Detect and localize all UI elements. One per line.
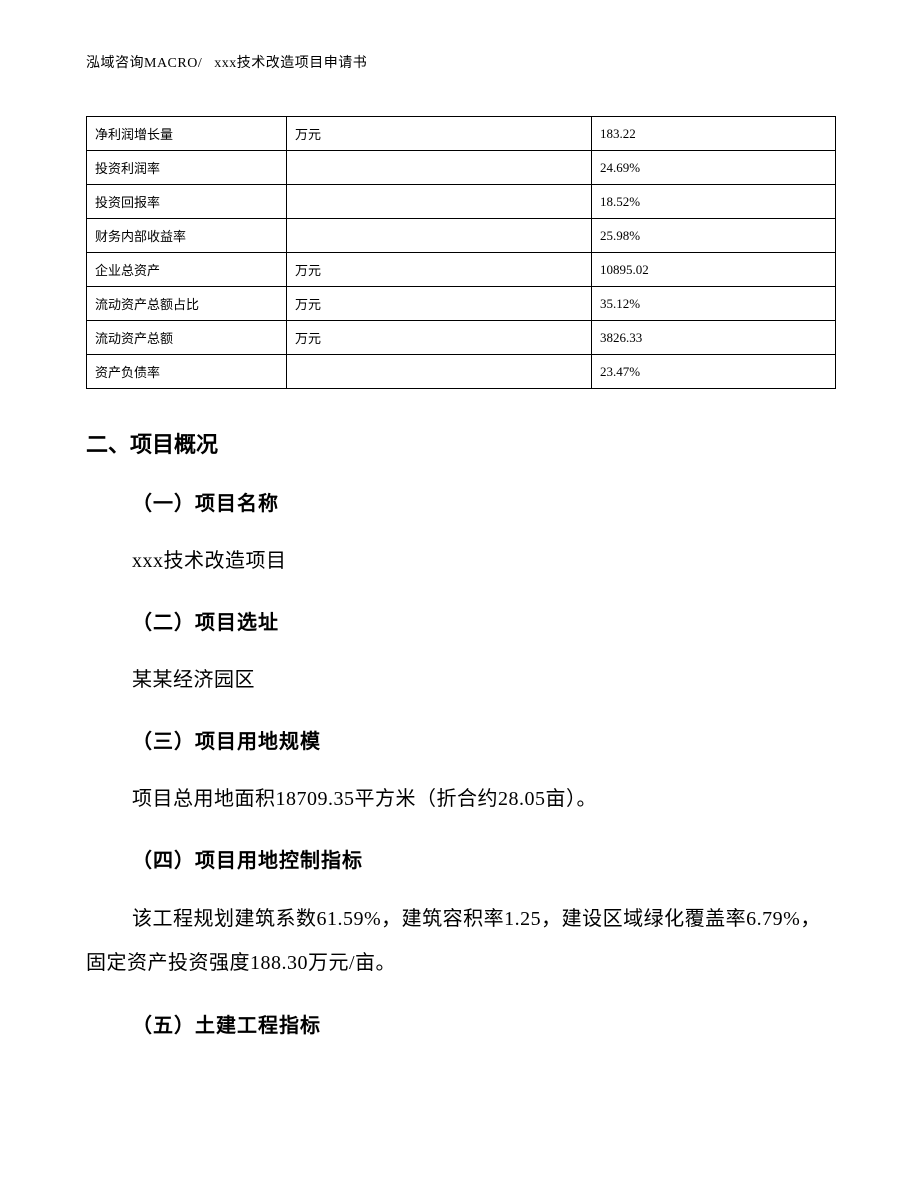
row-value: 24.69% bbox=[592, 151, 836, 185]
page-header: 泓域咨询MACRO/ xxx技术改造项目申请书 bbox=[86, 52, 836, 72]
table-row: 资产负债率 23.47% bbox=[87, 355, 836, 389]
table-row: 流动资产总额占比 万元 35.12% bbox=[87, 287, 836, 321]
sub-3-text: 项目总用地面积18709.35平方米（折合约28.05亩）。 bbox=[132, 778, 836, 820]
row-value: 25.98% bbox=[592, 219, 836, 253]
row-unit: 万元 bbox=[287, 253, 592, 287]
row-value: 183.22 bbox=[592, 117, 836, 151]
sub-2-text: 某某经济园区 bbox=[132, 659, 836, 701]
table-row: 投资回报率 18.52% bbox=[87, 185, 836, 219]
row-unit bbox=[287, 151, 592, 185]
row-unit: 万元 bbox=[287, 117, 592, 151]
table-row: 财务内部收益率 25.98% bbox=[87, 219, 836, 253]
header-company: 泓域咨询MACRO/ bbox=[86, 56, 202, 71]
sub-4-title: （四）项目用地控制指标 bbox=[132, 844, 836, 873]
row-value: 35.12% bbox=[592, 287, 836, 321]
section-2-heading: 二、项目概况 bbox=[86, 427, 836, 459]
sub-1-title: （一）项目名称 bbox=[132, 487, 836, 516]
sub-1-text: xxx技术改造项目 bbox=[132, 540, 836, 582]
row-label: 流动资产总额占比 bbox=[87, 287, 287, 321]
row-value: 23.47% bbox=[592, 355, 836, 389]
row-label: 资产负债率 bbox=[87, 355, 287, 389]
sub-2-title: （二）项目选址 bbox=[132, 606, 836, 635]
row-value: 10895.02 bbox=[592, 253, 836, 287]
row-unit bbox=[287, 219, 592, 253]
row-value: 3826.33 bbox=[592, 321, 836, 355]
sub-4-text: 该工程规划建筑系数61.59%，建筑容积率1.25，建设区域绿化覆盖率6.79%… bbox=[86, 897, 836, 985]
row-label: 流动资产总额 bbox=[87, 321, 287, 355]
table-row: 投资利润率 24.69% bbox=[87, 151, 836, 185]
row-unit bbox=[287, 185, 592, 219]
table-row: 流动资产总额 万元 3826.33 bbox=[87, 321, 836, 355]
row-unit: 万元 bbox=[287, 287, 592, 321]
table-row: 净利润增长量 万元 183.22 bbox=[87, 117, 836, 151]
table-row: 企业总资产 万元 10895.02 bbox=[87, 253, 836, 287]
row-label: 投资利润率 bbox=[87, 151, 287, 185]
row-label: 财务内部收益率 bbox=[87, 219, 287, 253]
header-doc-title: xxx技术改造项目申请书 bbox=[214, 56, 367, 71]
row-label: 投资回报率 bbox=[87, 185, 287, 219]
row-unit bbox=[287, 355, 592, 389]
sub-3-title: （三）项目用地规模 bbox=[132, 725, 836, 754]
row-label: 净利润增长量 bbox=[87, 117, 287, 151]
row-label: 企业总资产 bbox=[87, 253, 287, 287]
row-unit: 万元 bbox=[287, 321, 592, 355]
row-value: 18.52% bbox=[592, 185, 836, 219]
financial-indicators-table: 净利润增长量 万元 183.22 投资利润率 24.69% 投资回报率 18.5… bbox=[86, 116, 836, 389]
sub-5-title: （五）土建工程指标 bbox=[132, 1009, 836, 1038]
